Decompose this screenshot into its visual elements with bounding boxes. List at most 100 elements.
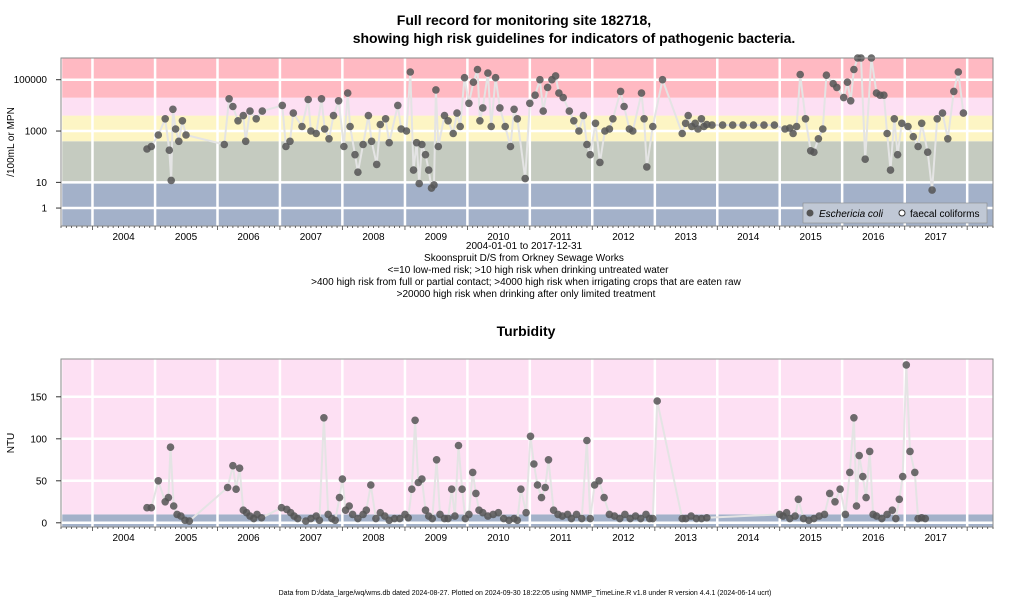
data-point xyxy=(223,483,232,492)
site-name-note: Skoonspruit D/S from Orkney Sewage Works xyxy=(424,253,624,264)
data-point xyxy=(458,485,466,494)
data-point xyxy=(415,179,424,188)
data-point xyxy=(526,432,535,441)
data-point xyxy=(895,495,904,504)
data-point xyxy=(367,481,375,489)
data-point xyxy=(421,506,430,514)
data-point xyxy=(846,468,854,477)
data-point xyxy=(530,460,538,468)
data-point xyxy=(681,119,690,128)
data-point xyxy=(543,83,552,92)
data-point xyxy=(595,477,603,485)
x-tick-label: 2013 xyxy=(675,533,698,544)
data-point xyxy=(449,129,458,138)
data-point xyxy=(517,485,525,494)
data-point xyxy=(354,168,362,176)
y-tick-label: 100 xyxy=(30,434,47,445)
data-point xyxy=(513,115,522,123)
data-point xyxy=(586,514,594,523)
data-point xyxy=(567,514,576,523)
data-point xyxy=(476,117,484,125)
x-tick-label: 2005 xyxy=(175,232,198,243)
data-point xyxy=(944,135,952,143)
data-point xyxy=(320,125,329,133)
x-tick-label: 2007 xyxy=(300,533,323,544)
data-point xyxy=(526,99,534,108)
x-tick-label: 2005 xyxy=(175,533,198,544)
data-point xyxy=(954,68,963,76)
data-point xyxy=(454,441,463,450)
data-point xyxy=(229,102,237,111)
legend-label-ecoli: Eschericia coli xyxy=(819,209,884,220)
data-point xyxy=(418,140,426,149)
data-point xyxy=(898,472,907,481)
legend-label-faecal: faecal coliforms xyxy=(910,209,979,220)
data-point xyxy=(814,135,823,143)
data-point xyxy=(684,111,692,120)
legend: Eschericia coli faecal coliforms xyxy=(802,202,988,224)
data-point xyxy=(839,93,848,102)
data-point xyxy=(559,93,567,102)
data-point xyxy=(739,121,747,129)
bacteria-chart: Full record for monitoring site 182718, … xyxy=(6,12,994,300)
data-point xyxy=(225,95,233,103)
data-point xyxy=(914,142,922,151)
data-point xyxy=(246,107,254,115)
data-point xyxy=(395,514,404,523)
x-tick-label: 2017 xyxy=(925,533,948,544)
data-point xyxy=(359,140,367,149)
x-tick-label: 2014 xyxy=(737,232,760,243)
x-tick-label: 2009 xyxy=(425,232,448,243)
x-tick-label: 2012 xyxy=(612,232,635,243)
x-tick-label: 2008 xyxy=(362,533,385,544)
data-point xyxy=(883,129,891,138)
data-point xyxy=(760,121,768,129)
data-point xyxy=(541,483,549,492)
data-point xyxy=(703,514,711,522)
data-point xyxy=(408,485,416,494)
data-point xyxy=(185,517,194,525)
data-point xyxy=(643,163,651,171)
turbidity-chart-title: Turbidity xyxy=(497,323,556,339)
data-point xyxy=(513,516,522,525)
data-point xyxy=(600,493,608,502)
data-point xyxy=(822,71,831,79)
data-point xyxy=(258,107,267,115)
data-point xyxy=(850,414,858,422)
y-tick-label: 10 xyxy=(36,178,48,189)
series-points xyxy=(143,54,968,194)
bacteria-chart-title-line2: showing high risk guidelines for indicat… xyxy=(353,30,796,46)
data-point xyxy=(338,475,347,483)
data-point xyxy=(447,485,456,494)
data-point xyxy=(551,72,560,80)
y-tick-label: 1000 xyxy=(25,127,48,138)
data-point xyxy=(586,150,594,159)
data-point xyxy=(572,510,581,519)
data-point xyxy=(432,86,440,94)
data-point xyxy=(154,131,163,139)
data-point xyxy=(257,514,266,522)
data-point xyxy=(728,121,737,129)
data-point xyxy=(658,75,667,84)
data-point xyxy=(345,502,354,510)
data-point xyxy=(491,73,500,82)
data-point xyxy=(315,516,324,525)
data-point xyxy=(444,117,452,125)
data-point xyxy=(883,510,891,519)
bacteria-chart-title-line1: Full record for monitoring site 182718, xyxy=(397,12,651,28)
data-point xyxy=(479,104,487,112)
data-point xyxy=(850,65,858,74)
x-tick-label: 2013 xyxy=(675,232,698,243)
legend-marker-faecal xyxy=(898,209,906,217)
x-tick-label: 2014 xyxy=(737,533,760,544)
data-point xyxy=(394,101,402,110)
data-point xyxy=(372,514,380,523)
data-point xyxy=(293,514,302,523)
data-point xyxy=(649,122,657,131)
data-point xyxy=(406,68,415,76)
x-tick-label: 2011 xyxy=(550,232,572,243)
risk-note-2: >400 high risk from full or partial cont… xyxy=(311,277,741,288)
data-point xyxy=(861,155,869,163)
x-tick-label: 2010 xyxy=(487,533,510,544)
series-points xyxy=(143,361,930,525)
